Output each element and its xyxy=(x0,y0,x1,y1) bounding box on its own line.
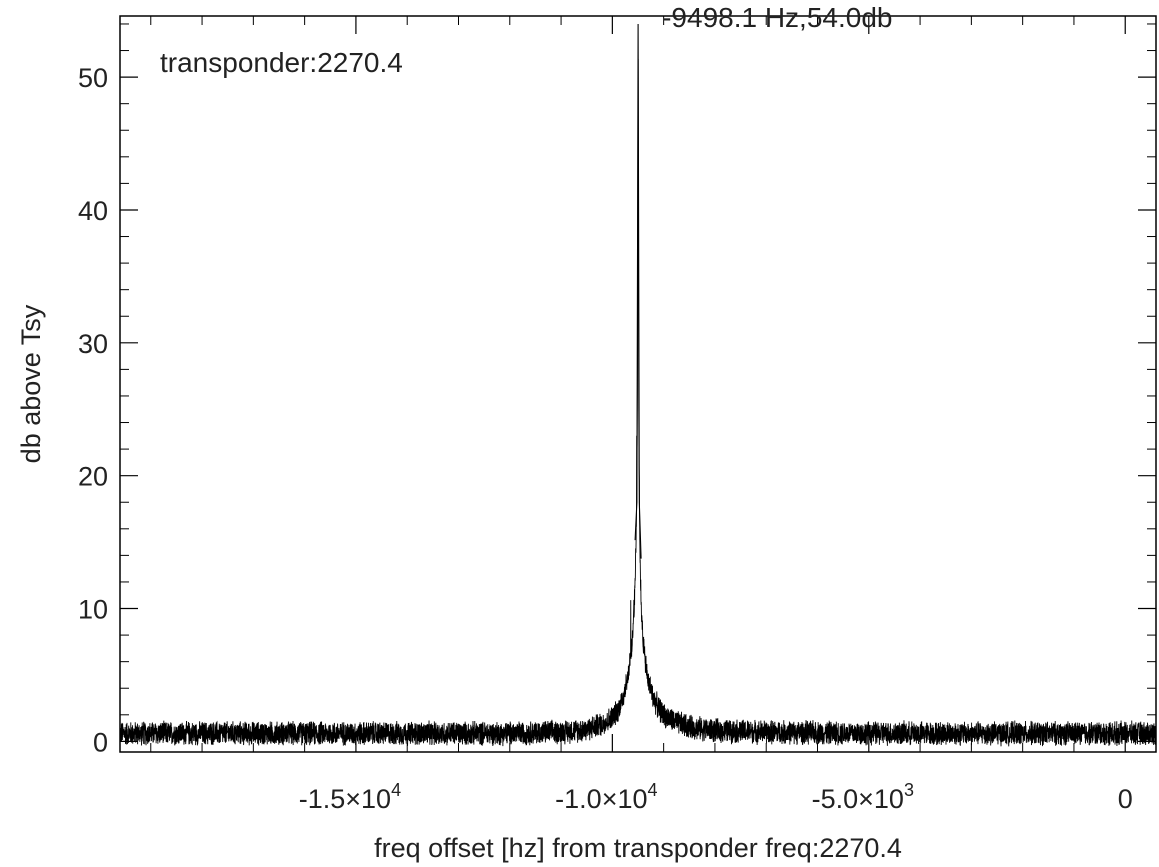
y-tick-label: 30 xyxy=(78,329,108,359)
y-tick-label: 0 xyxy=(93,727,108,757)
y-tick-label: 40 xyxy=(78,196,108,226)
peak-annotation: -9498.1 Hz,54.0db xyxy=(662,2,892,33)
transponder-annotation: transponder:2270.4 xyxy=(160,47,403,78)
y-tick-label: 20 xyxy=(78,462,108,492)
x-tick-label: -1.0×104 xyxy=(555,780,657,814)
x-axis-label: freq offset [hz] from transponder freq:2… xyxy=(374,833,902,863)
x-tick-label: -1.5×104 xyxy=(299,780,401,814)
peak-spike xyxy=(634,23,642,559)
plot-frame xyxy=(119,15,1157,753)
ticks-layer xyxy=(120,16,1156,752)
y-axis-label: db above Tsy xyxy=(16,304,46,463)
tick-labels-layer: 0 10 20 30 40 50 -1.5×104 -1.0×104 -5.0×103 0 xyxy=(78,63,1133,814)
y-tick-label: 10 xyxy=(78,595,108,625)
x-tick-label: 0 xyxy=(1118,784,1133,814)
x-tick-label: -5.0×103 xyxy=(812,780,914,814)
y-tick-label: 50 xyxy=(78,63,108,93)
series-layer xyxy=(120,23,1156,747)
